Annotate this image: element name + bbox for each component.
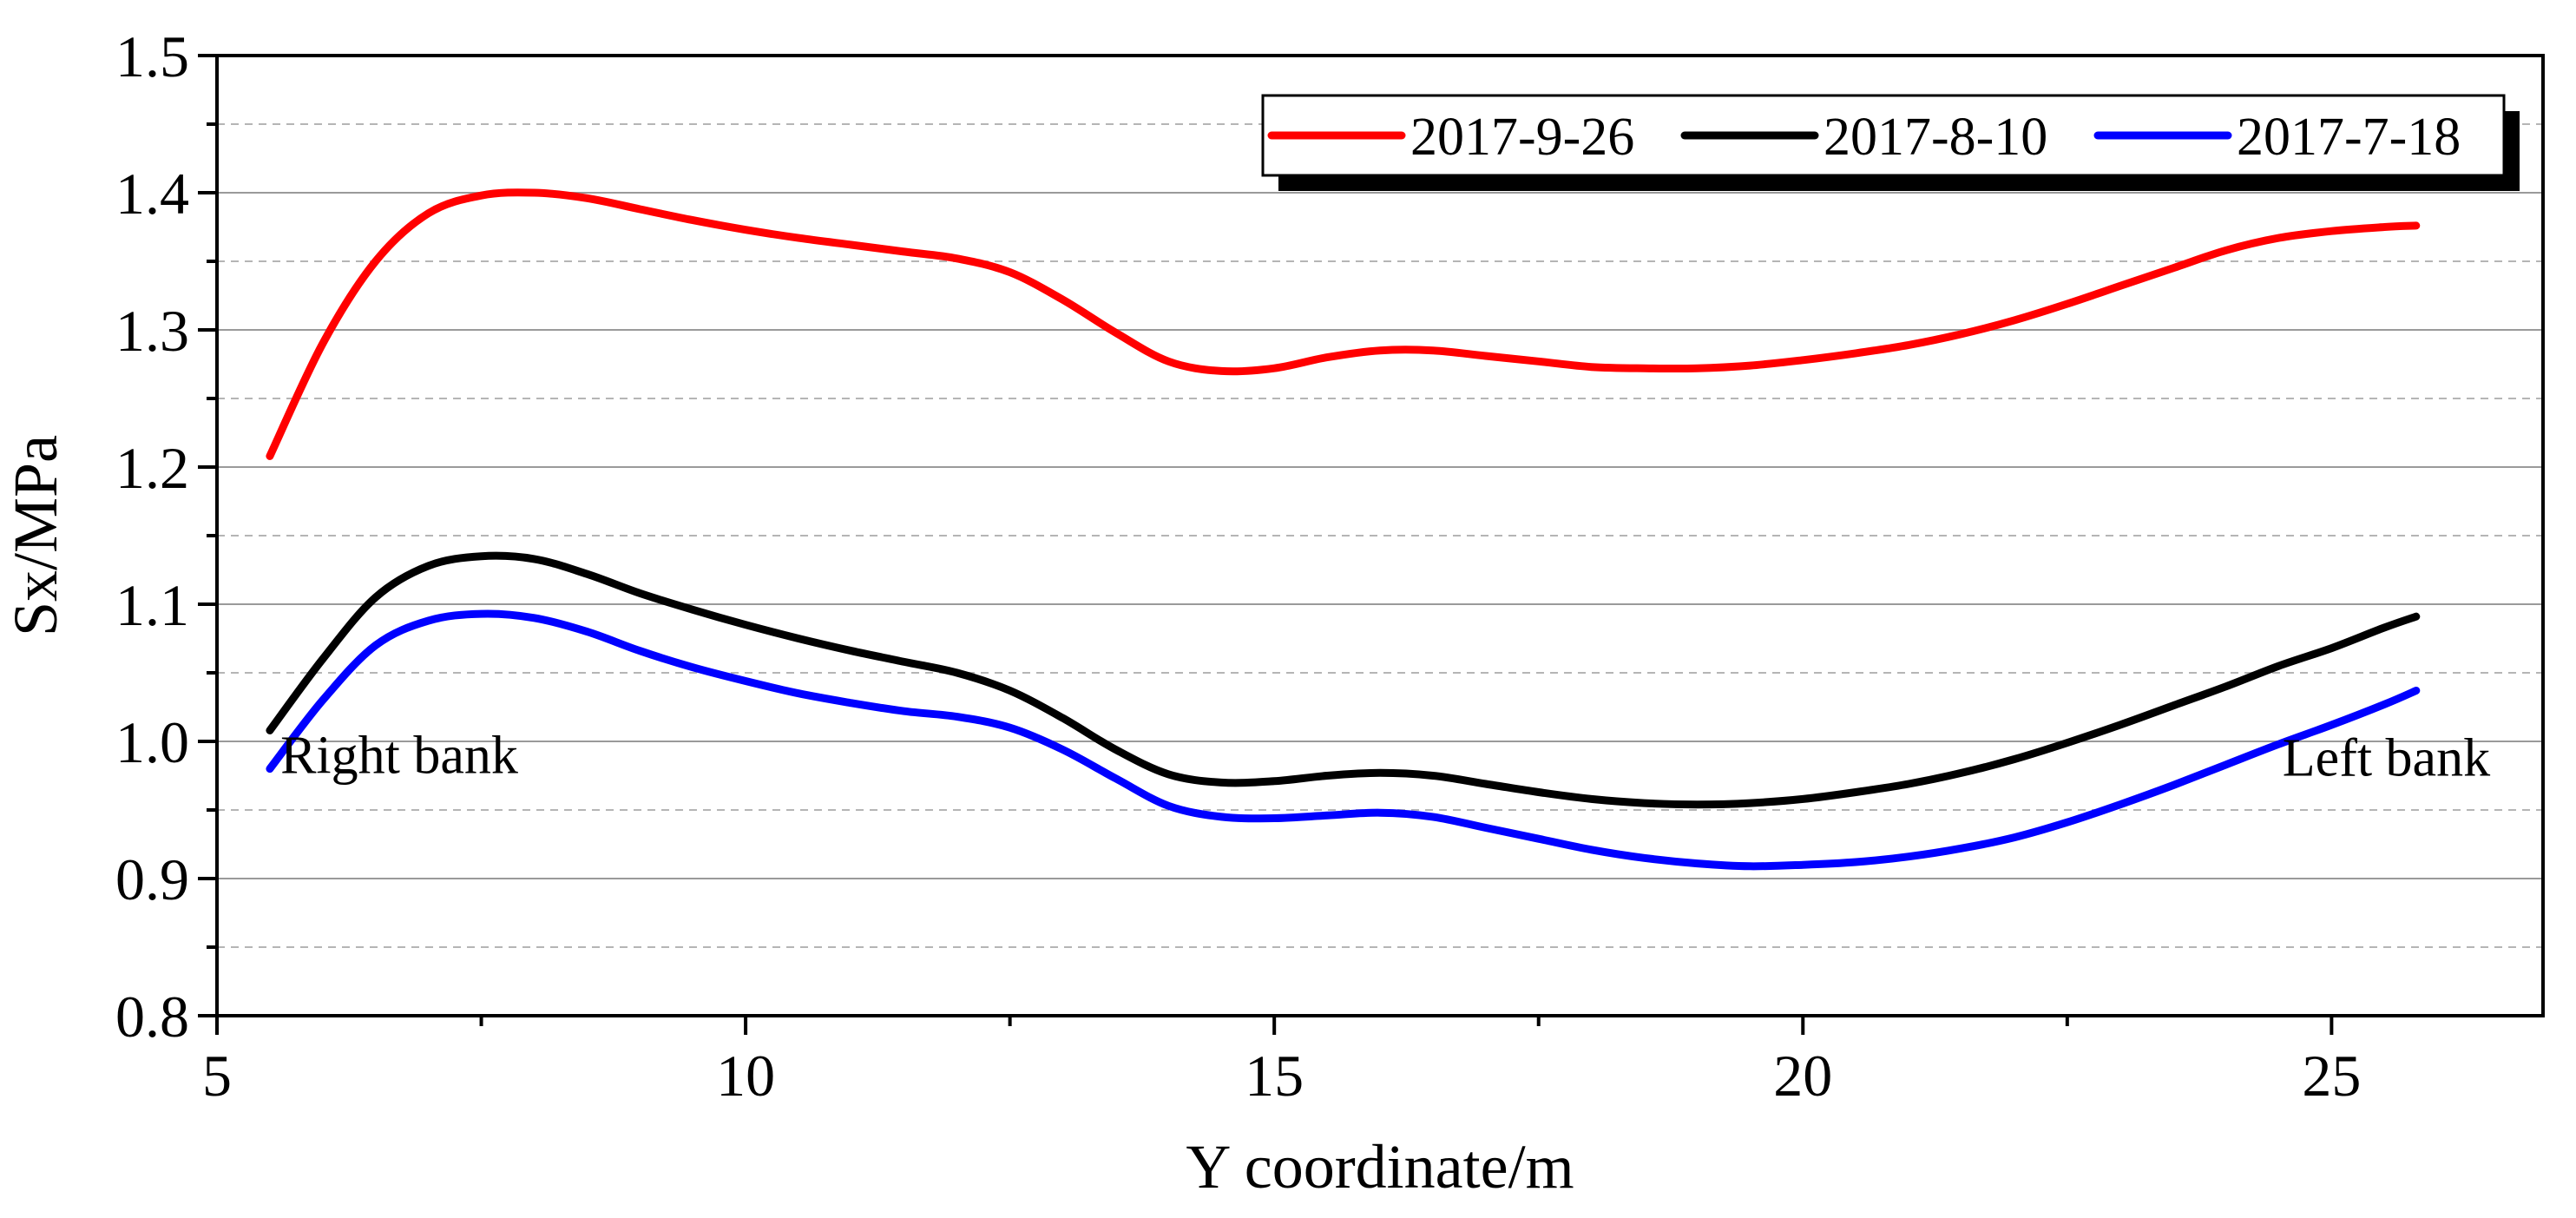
legend: 2017-9-26 2017-8-10 2017-7-18	[1261, 94, 2520, 191]
series-line-2017-8-10	[266, 551, 2421, 809]
series-lines	[266, 188, 2421, 871]
series-line-2017-7-18	[266, 609, 2421, 871]
series-line-2017-9-26	[266, 188, 2421, 460]
y-tick-label: 1.2	[115, 435, 189, 501]
annotation-label: Right bank	[280, 726, 518, 785]
y-tick-label: 0.8	[115, 984, 189, 1050]
x-tick-label: 15	[1245, 1043, 1304, 1109]
annotation-label: Left bank	[2283, 729, 2490, 788]
x-tick-label: 25	[2302, 1043, 2361, 1109]
y-tick-label: 1.5	[115, 23, 189, 89]
y-tick-label: 1.0	[115, 709, 189, 775]
x-tick-label: 10	[716, 1043, 775, 1109]
legend-box	[1261, 94, 2506, 177]
axis-ticks: 5 10 15 20 25 0.8 0.9 1.0 1.1 1.2 1.3 1.4 1.5	[115, 23, 2361, 1109]
y-tick-label: 1.3	[115, 298, 189, 364]
y-axis-title: Sx/MPa	[1, 435, 70, 636]
annotations: Right bank Left bank	[280, 726, 2490, 787]
x-tick-label: 20	[1773, 1043, 1832, 1109]
gridlines	[217, 123, 2543, 948]
y-tick-label: 1.1	[115, 572, 189, 638]
legend-label-2017-8-10: 2017-8-10	[1824, 108, 2047, 167]
y-tick-label: 0.9	[115, 846, 189, 912]
x-axis-title: Y coordinate/m	[1186, 1132, 1574, 1202]
legend-label-2017-9-26: 2017-9-26	[1410, 108, 1634, 167]
legend-label-2017-7-18: 2017-7-18	[2237, 108, 2461, 167]
x-tick-label: 5	[202, 1043, 232, 1109]
y-tick-label: 1.4	[115, 161, 189, 227]
